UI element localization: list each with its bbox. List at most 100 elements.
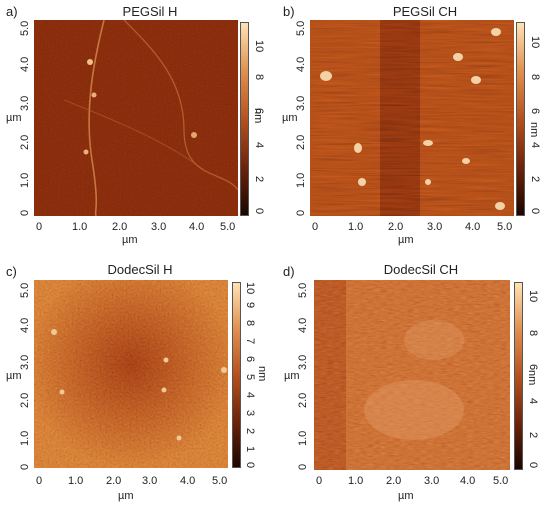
x-tick: 2.0 (386, 475, 402, 487)
panel-title: DodecSil H (107, 262, 173, 277)
colorbar-tick: 2 (244, 428, 256, 435)
panel-label: b) (283, 4, 295, 19)
colorbar (514, 282, 523, 470)
x-tick: 5.0 (220, 221, 236, 233)
x-tick: 1.0 (348, 475, 364, 487)
x-tick: 5.0 (493, 475, 509, 487)
y-tick: 0 (295, 209, 307, 216)
colorbar-tick: 8 (244, 320, 256, 327)
y-tick: 1.0 (295, 172, 307, 188)
y-tick: 4.0 (297, 317, 309, 333)
x-tick: 1.0 (72, 221, 88, 233)
y-axis-label: µm (6, 370, 22, 382)
y-tick: 3.0 (19, 354, 31, 370)
y-tick: 2.0 (19, 392, 31, 408)
x-tick: 2.0 (106, 475, 122, 487)
panel-label: a) (6, 4, 18, 19)
x-tick: 2.0 (388, 221, 404, 233)
y-tick: 3.0 (19, 95, 31, 111)
panel-label: d) (283, 264, 295, 279)
x-tick: 1.0 (68, 475, 84, 487)
x-axis-label: µm (122, 234, 138, 246)
y-tick: 3.0 (295, 95, 307, 111)
y-tick: 1.0 (19, 430, 31, 446)
colorbar-tick: 2 (253, 176, 265, 183)
y-tick: 2.0 (19, 134, 31, 150)
y-tick: 0 (19, 463, 31, 470)
x-tick: 5.0 (212, 475, 228, 487)
x-tick: 4.0 (460, 475, 476, 487)
y-axis-label: µm (282, 112, 298, 124)
x-tick: 3.0 (427, 221, 443, 233)
y-tick: 5.0 (19, 20, 31, 36)
y-axis-label: µm (6, 112, 22, 124)
colorbar-label: nm (256, 366, 268, 382)
colorbar (240, 22, 249, 216)
panel-title: PEGSil H (122, 4, 178, 19)
x-tick: 3.0 (151, 221, 167, 233)
colorbar-tick: 4 (244, 392, 256, 399)
colorbar-tick: 0 (253, 208, 265, 215)
x-tick: 5.0 (497, 221, 513, 233)
x-axis-label: µm (398, 234, 414, 246)
colorbar-tick: 6 (529, 108, 541, 115)
x-tick: 3.0 (142, 475, 158, 487)
colorbar (232, 282, 241, 468)
y-axis-label: µm (284, 370, 300, 382)
x-axis-label: µm (398, 490, 414, 502)
afm-height-image (34, 280, 228, 468)
colorbar-tick: 8 (253, 74, 265, 81)
x-tick: 4.0 (180, 475, 196, 487)
colorbar-tick: 10 (529, 36, 541, 49)
x-tick: 3.0 (424, 475, 440, 487)
x-tick: 4.0 (465, 221, 481, 233)
y-tick: 4.0 (19, 317, 31, 333)
colorbar-tick: 0 (529, 208, 541, 215)
colorbar-tick: 10 (244, 282, 256, 295)
colorbar-label: nm (528, 122, 540, 138)
y-tick: 5.0 (295, 20, 307, 36)
x-tick: 0 (36, 221, 43, 233)
y-tick: 1.0 (19, 172, 31, 188)
colorbar-label: nm (252, 108, 264, 124)
colorbar-tick: 4 (529, 142, 541, 149)
afm-height-image (310, 20, 514, 216)
colorbar-tick: 9 (244, 302, 256, 309)
y-tick: 4.0 (19, 56, 31, 72)
colorbar-tick: 6 (244, 356, 256, 363)
panel-title: DodecSil CH (383, 262, 459, 277)
panel-label: c) (6, 264, 17, 279)
colorbar-tick: 1 (244, 446, 256, 453)
afm-height-image (34, 20, 238, 216)
panel-title: PEGSil CH (392, 4, 458, 19)
x-tick: 0 (316, 475, 323, 487)
colorbar (516, 22, 525, 216)
colorbar-tick: 3 (244, 410, 256, 417)
colorbar-tick: 0 (244, 462, 256, 469)
y-tick: 4.0 (295, 56, 307, 72)
colorbar-tick: 4 (253, 142, 265, 149)
colorbar-tick: 5 (244, 374, 256, 381)
x-tick: 0 (36, 475, 43, 487)
y-tick: 3.0 (297, 354, 309, 370)
x-tick: 0 (312, 221, 319, 233)
y-tick: 2.0 (295, 134, 307, 150)
colorbar-tick: 10 (253, 40, 265, 53)
y-tick: 5.0 (19, 282, 31, 298)
colorbar-tick: 2 (527, 432, 539, 439)
colorbar-tick: 2 (529, 176, 541, 183)
y-tick: 2.0 (297, 392, 309, 408)
y-tick: 0 (19, 209, 31, 216)
colorbar-tick: 0 (527, 462, 539, 469)
y-tick: 0 (297, 463, 309, 470)
y-tick: 5.0 (297, 282, 309, 298)
x-tick: 4.0 (189, 221, 205, 233)
colorbar-tick: 4 (527, 398, 539, 405)
colorbar-tick: 7 (244, 338, 256, 345)
colorbar-label: nm (526, 370, 538, 386)
colorbar-tick: 8 (529, 74, 541, 81)
y-tick: 1.0 (297, 430, 309, 446)
colorbar-tick: 8 (527, 330, 539, 337)
x-tick: 2.0 (112, 221, 128, 233)
colorbar-tick: 10 (527, 290, 539, 303)
